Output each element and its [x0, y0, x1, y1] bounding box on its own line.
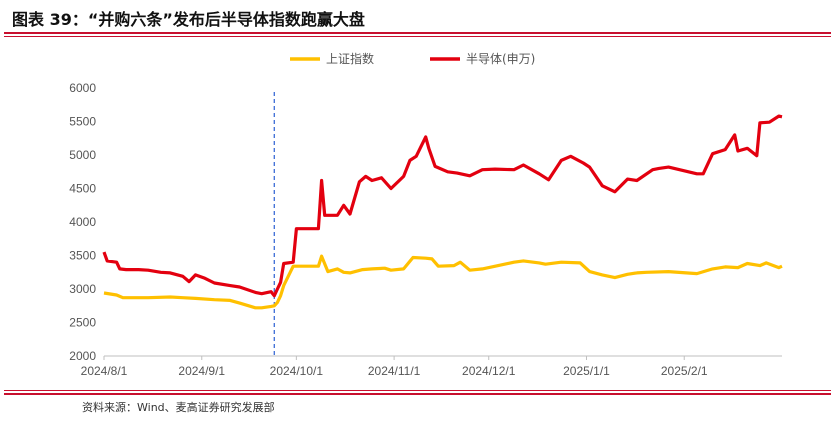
x-tick-label: 2024/8/1 — [81, 364, 128, 378]
series-line-shanghai — [103, 254, 783, 310]
chart-title: 图表 39：“并购六条”发布后半导体指数跑赢大盘 — [12, 10, 365, 29]
y-axis: 2000 2500 3000 3500 4000 4500 5000 5500 6000 — [69, 81, 96, 363]
y-tick-label: 6000 — [69, 81, 96, 95]
x-tick-label: 2024/9/1 — [178, 364, 225, 378]
x-axis: 2024/8/1 2024/9/1 2024/10/1 2024/11/1 2024/1… — [81, 355, 782, 378]
series-lines — [102, 114, 783, 310]
y-tick-label: 5000 — [69, 148, 96, 162]
x-tick-label: 2025/2/1 — [661, 364, 708, 378]
x-tick-label: 2024/10/1 — [270, 364, 324, 378]
source-note: 资料来源：Wind、麦高证券研究发展部 — [82, 401, 275, 414]
series-line-semiconductor — [102, 114, 783, 298]
y-tick-label: 4000 — [69, 215, 96, 229]
y-tick-label: 5500 — [69, 115, 96, 129]
legend-label: 上证指数 — [326, 51, 374, 66]
y-tick-label: 2000 — [69, 349, 96, 363]
top-rule-thick — [4, 32, 831, 34]
x-tick-label: 2024/12/1 — [462, 364, 516, 378]
legend-label: 半导体(申万) — [466, 52, 535, 66]
y-tick-label: 3000 — [69, 282, 96, 296]
x-tick-label: 2024/11/1 — [368, 364, 421, 378]
top-rule-thin — [4, 36, 831, 37]
bottom-rule-thin — [4, 390, 831, 391]
bottom-rule-thick — [4, 393, 831, 395]
y-tick-label: 2500 — [69, 316, 96, 330]
x-tick-label: 2025/1/1 — [563, 364, 610, 378]
y-tick-label: 4500 — [69, 182, 96, 196]
legend: 上证指数 半导体(申万) — [290, 51, 535, 66]
y-tick-label: 3500 — [69, 249, 96, 263]
